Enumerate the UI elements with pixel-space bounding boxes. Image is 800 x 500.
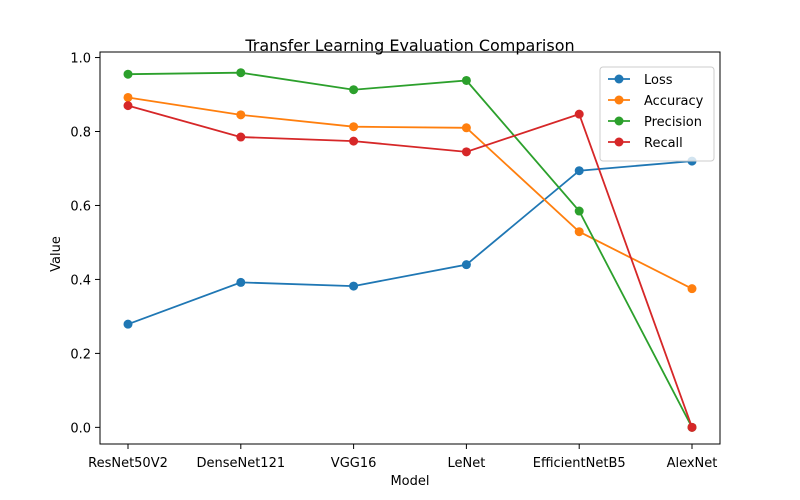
y-tick-label: 0.2 — [70, 347, 91, 362]
series-accuracy — [123, 92, 697, 294]
data-point-recall — [349, 136, 359, 146]
x-axis-title: Model — [390, 474, 429, 489]
data-point-precision — [123, 69, 133, 79]
x-tick-label: DenseNet121 — [196, 456, 285, 471]
series-line-loss — [127, 160, 693, 326]
series-line-precision — [127, 71, 693, 428]
legend-item-recall: Recall — [608, 136, 683, 151]
legend-swatch-marker — [614, 116, 624, 126]
legend-swatch-marker — [614, 137, 624, 147]
series-loss — [123, 156, 697, 329]
y-tick-label: 0.6 — [70, 199, 91, 214]
legend: Loss Accuracy Precision Recall — [599, 66, 715, 162]
plot-frame — [99, 51, 721, 445]
series-recall — [123, 101, 697, 432]
data-point-recall — [574, 109, 584, 119]
data-point-precision — [236, 68, 246, 78]
legend-label: Recall — [644, 136, 683, 151]
legend-label: Accuracy — [644, 94, 704, 109]
data-point-accuracy — [123, 92, 133, 102]
data-point-loss — [574, 166, 584, 176]
data-point-loss — [236, 277, 246, 287]
y-tick-label: 0.8 — [70, 126, 91, 141]
data-point-accuracy — [236, 110, 246, 120]
data-point-precision — [574, 206, 584, 216]
y-axis-title: Value — [49, 236, 64, 272]
y-tick-label: 0.0 — [70, 421, 91, 436]
data-point-accuracy — [574, 227, 584, 237]
data-point-accuracy — [461, 123, 471, 133]
legend-swatch-marker — [614, 74, 624, 84]
x-tick-label: VGG16 — [331, 456, 377, 471]
y-tick-label: 0.4 — [70, 273, 91, 288]
legend-swatch-marker — [614, 95, 624, 105]
legend-label: Precision — [644, 115, 702, 130]
x-tick-label: ResNet50V2 — [88, 456, 168, 471]
x-tick-label: EfficientNetB5 — [533, 456, 626, 471]
chart-title: Transfer Learning Evaluation Comparison — [244, 36, 574, 55]
data-point-recall — [687, 422, 697, 432]
data-point-accuracy — [349, 122, 359, 132]
legend-item-precision: Precision — [608, 115, 702, 130]
x-tick-label: AlexNet — [667, 456, 718, 471]
data-point-recall — [123, 101, 133, 111]
series-line-recall — [127, 104, 693, 428]
data-point-loss — [123, 319, 133, 329]
data-point-loss — [349, 281, 359, 291]
data-point-precision — [349, 85, 359, 95]
y-tick-label: 1.0 — [70, 52, 91, 67]
data-point-precision — [461, 75, 471, 85]
data-point-accuracy — [687, 284, 697, 294]
x-tick-label: LeNet — [447, 456, 485, 471]
legend-item-accuracy: Accuracy — [608, 94, 704, 109]
data-point-recall — [461, 147, 471, 157]
data-point-loss — [461, 260, 471, 270]
data-point-recall — [236, 132, 246, 142]
series-line-accuracy — [127, 96, 693, 290]
legend-label: Loss — [644, 73, 673, 88]
legend-box — [599, 66, 715, 162]
legend-item-loss: Loss — [608, 73, 673, 88]
